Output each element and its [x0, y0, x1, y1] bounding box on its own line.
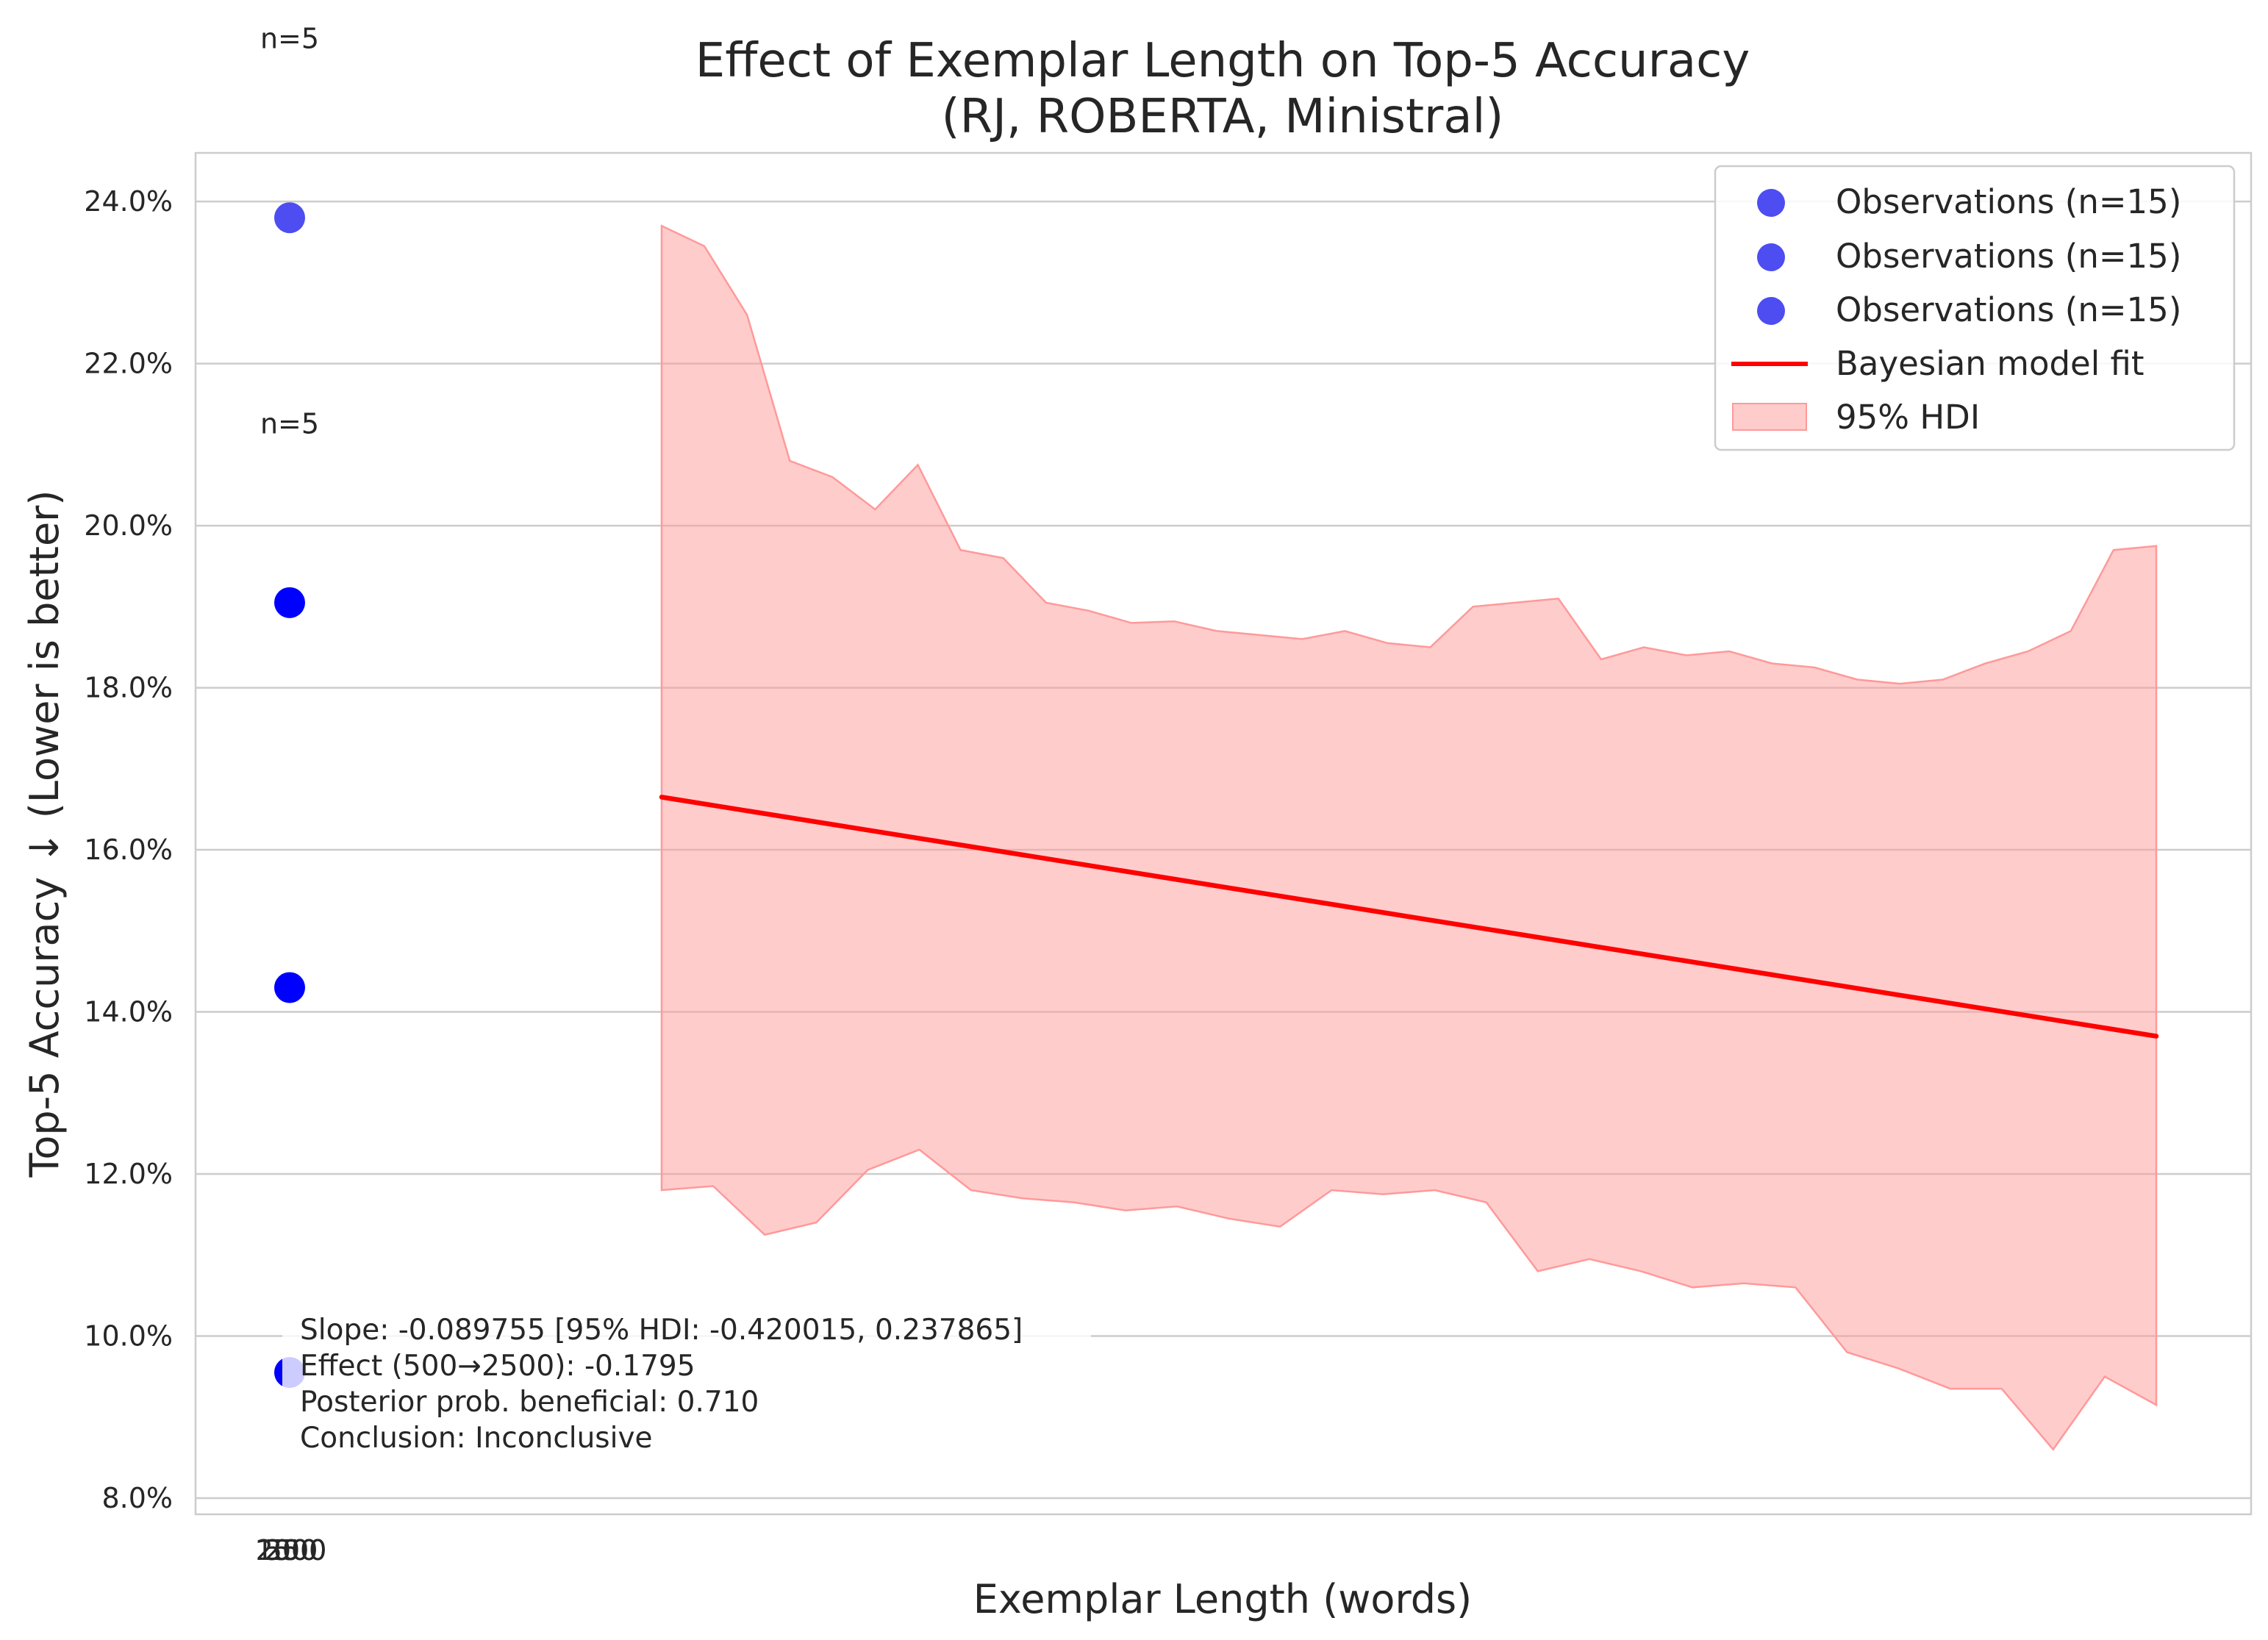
y-axis-ticks: 8.0% 10.0% 12.0% 14.0% 16.0% 18.0% 20.0% 22.0% 2…	[84, 185, 173, 1514]
legend-marker-observations-3	[1757, 297, 1785, 325]
legend-label-hdi: 95% HDI	[1836, 398, 1980, 437]
y-tick-label: 22.0%	[84, 348, 173, 380]
legend-label-fit-line: Bayesian model fit	[1836, 344, 2144, 383]
legend: Observations (n=15) Observations (n=15) …	[1714, 165, 2236, 451]
annotation-background	[282, 1308, 1091, 1455]
x-tick-label: 1000	[256, 1534, 327, 1566]
x-tick-label: 500	[265, 1534, 318, 1566]
y-tick-label: 10.0%	[84, 1319, 173, 1352]
hdi-band-layer	[660, 224, 2158, 1451]
legend-marker-observations-1	[1757, 189, 1785, 217]
annotation-line-1: Slope: -0.089755 [95% HDI: -0.420015, 0.…	[300, 1314, 1023, 1347]
x-tick-label: 2500	[256, 1534, 327, 1566]
fit-line-layer	[659, 795, 2159, 1039]
chart-title-line-1: Effect of Exemplar Length on Top-5 Accur…	[695, 34, 1750, 88]
hdi-band	[660, 224, 2158, 1451]
annotation-line-2: Effect (500→2500): -0.1795	[300, 1350, 695, 1383]
annotation-box: Slope: -0.089755 [95% HDI: -0.420015, 0.…	[282, 1308, 1091, 1455]
y-tick-label: 18.0%	[84, 672, 173, 704]
plot-frame	[194, 151, 2253, 1516]
annotation-line-3: Posterior prob. beneficial: 0.710	[300, 1386, 759, 1419]
y-tick-label: 24.0%	[84, 185, 173, 218]
legend-label-observations-2: Observations (n=15)	[1836, 237, 2181, 276]
y-axis-label: Top-5 Accuracy ↓ (Lower is better)	[21, 490, 68, 1178]
legend-marker-hdi	[1732, 403, 1807, 431]
count-label: n=5	[260, 23, 319, 55]
y-tick-label: 20.0%	[84, 509, 173, 542]
x-tick-label: 250	[265, 1534, 318, 1566]
y-tick-label: 12.0%	[84, 1158, 173, 1190]
count-labels: n=5 n=5	[260, 23, 319, 440]
fit-line	[659, 795, 2159, 1039]
observation-point	[274, 972, 305, 1003]
legend-label-observations-1: Observations (n=15)	[1836, 182, 2181, 221]
x-axis-label: Exemplar Length (words)	[973, 1576, 1472, 1622]
observation-point	[274, 202, 305, 234]
legend-marker-observations-2	[1757, 243, 1785, 271]
count-label: n=5	[260, 407, 319, 440]
legend-label-observations-3: Observations (n=15)	[1836, 290, 2181, 329]
y-tick-label: 16.0%	[84, 834, 173, 866]
y-tick-label: 8.0%	[101, 1482, 173, 1514]
annotation-line-4: Conclusion: Inconclusive	[300, 1422, 653, 1455]
observation-point	[274, 587, 305, 618]
legend-frame	[1714, 165, 2236, 451]
y-tick-label: 14.0%	[84, 996, 173, 1028]
chart-title-line-2: (RJ, ROBERTA, Ministral)	[942, 90, 1504, 144]
